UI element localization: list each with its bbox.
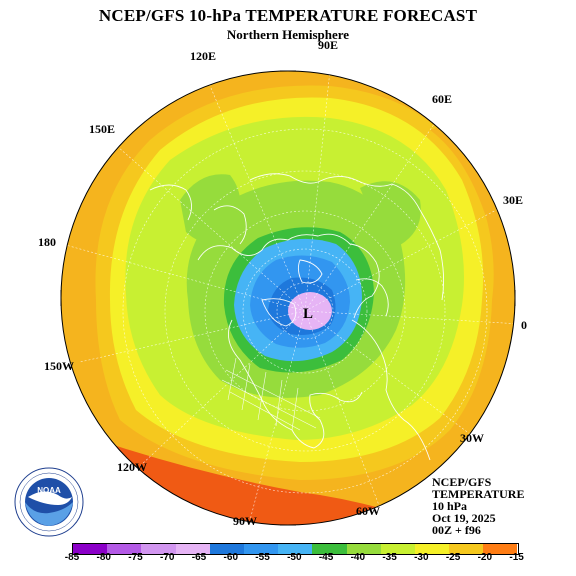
colorbar-tick-label: -50 (287, 552, 302, 563)
colorbar-swatch (380, 544, 415, 554)
colorbar-tick-label: -70 (160, 552, 175, 563)
colorbar-swatch (141, 544, 176, 554)
info-level: 10 hPa (432, 499, 468, 513)
colorbar-swatch (278, 544, 313, 554)
page-title: NCEP/GFS 10-hPa TEMPERATURE FORECAST (98, 6, 478, 25)
temperature-colorbar (72, 543, 519, 555)
colorbar-swatch (175, 544, 210, 554)
colorbar-tick-label: -30 (414, 552, 429, 563)
info-variable: TEMPERATURE (432, 487, 525, 501)
lon-label-30e: 30E (503, 193, 524, 207)
colorbar-tick-label: -60 (223, 552, 239, 563)
colorbar-swatch (414, 544, 450, 554)
colorbar-swatch (243, 544, 279, 554)
lon-label-120w: 120W (117, 460, 147, 474)
colorbar-tick-label: -55 (255, 552, 270, 563)
rim-ticks (60, 70, 516, 526)
lon-label-180: 180 (38, 235, 56, 249)
colorbar-tick-label: -40 (350, 552, 366, 563)
lon-label-90e: 90E (318, 38, 339, 52)
low-marker: L (303, 306, 313, 322)
lon-label-90w: 90W (233, 514, 257, 528)
field-violet-low (288, 292, 332, 330)
colorbar-swatch (73, 544, 108, 554)
noaa-logo-icon: NOAA (14, 467, 84, 537)
colorbar-swatch (346, 544, 381, 554)
colorbar-tick-label: -80 (96, 552, 111, 563)
colorbar-swatch (483, 544, 518, 554)
graticule (61, 71, 515, 521)
field-green-west (180, 174, 241, 244)
colorbar-swatch (209, 544, 244, 554)
forecast-info: NCEP/GFS TEMPERATURE 10 hPa Oct 19, 2025… (432, 476, 524, 536)
colorbar-tick-label: -20 (477, 552, 493, 563)
lon-label-150e: 150E (89, 122, 116, 136)
lon-label-60w: 60W (356, 504, 380, 518)
colorbar-swatch (107, 544, 142, 554)
lon-label-0: 0 (521, 318, 527, 332)
lon-label-30w: 30W (460, 431, 484, 445)
coastlines (149, 173, 445, 461)
colorbar-tick-label: -85 (64, 552, 80, 563)
colorbar-tick-label: -75 (128, 552, 143, 563)
colorbar-tick-label: -45 (318, 552, 334, 563)
colorbar-tick-label: -15 (509, 552, 524, 563)
colorbar-tick-label: -35 (382, 552, 397, 563)
colorbar-swatch (449, 544, 484, 554)
field-green-east (360, 181, 421, 245)
lon-label-60e: 60E (432, 92, 453, 106)
temperature-field (61, 71, 515, 525)
lon-label-150w: 150W (44, 359, 74, 373)
logo-text: NOAA (37, 486, 61, 495)
lon-label-120e: 120E (190, 49, 217, 63)
info-date: Oct 19, 2025 (432, 511, 496, 525)
info-model: NCEP/GFS (432, 475, 492, 489)
colorbar-tick-label: -25 (445, 552, 461, 563)
info-run: 00Z + f96 (432, 523, 481, 537)
colorbar-tick-label: -65 (191, 552, 207, 563)
page-subtitle: Northern Hemisphere (226, 27, 350, 42)
colorbar-swatch (312, 544, 347, 554)
